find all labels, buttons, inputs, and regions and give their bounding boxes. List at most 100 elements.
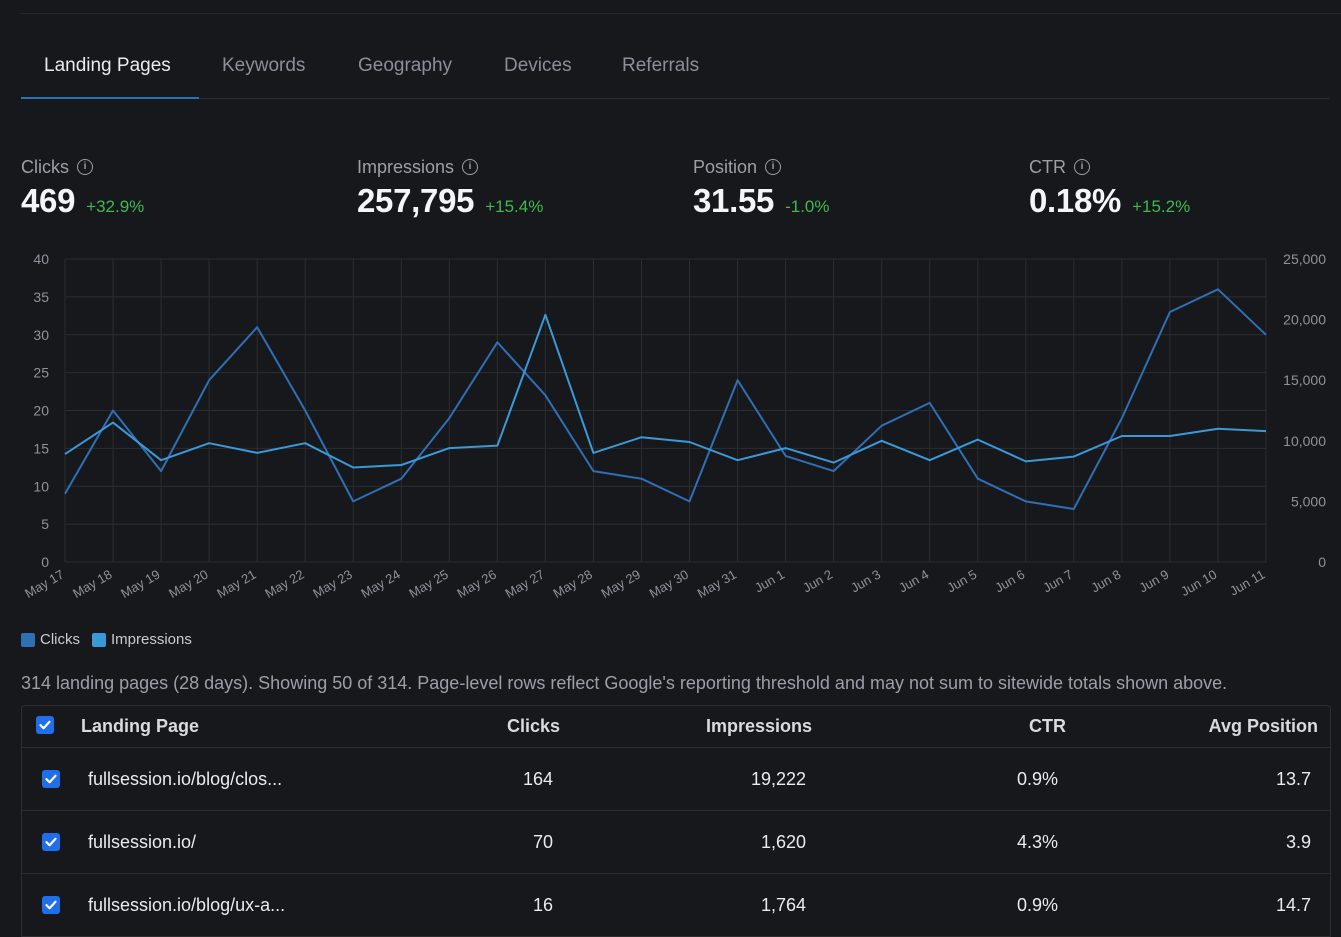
x-tick-label: May 30 bbox=[647, 567, 691, 601]
chart-svg: 0 5 10 15 20 25 30 35 40 0 5,000 10,000 15,000 20,000… bbox=[22, 251, 1326, 601]
cell-impressions: 1,764 bbox=[760, 895, 806, 915]
x-tick-label: May 18 bbox=[70, 567, 114, 601]
cell-ctr: 0.9% bbox=[1016, 769, 1058, 789]
checkmark-icon bbox=[45, 900, 57, 910]
cell-page[interactable]: fullsession.io/ bbox=[88, 832, 197, 852]
y-right-tick-label: 5,000 bbox=[1291, 493, 1326, 509]
y-left-tick-label: 10 bbox=[33, 478, 49, 494]
cell-clicks: 164 bbox=[522, 769, 553, 789]
x-tick-label: May 20 bbox=[166, 567, 210, 601]
metric-impressions: Impressions i 257,795 +15.4% bbox=[357, 154, 543, 220]
tab-keywords[interactable]: Keywords bbox=[222, 55, 306, 76]
x-tick-label: May 22 bbox=[262, 567, 306, 601]
column-header-impressions[interactable]: Impressions bbox=[705, 716, 812, 736]
info-icon[interactable]: i bbox=[1074, 159, 1090, 175]
x-tick-label: May 27 bbox=[502, 567, 546, 601]
x-tick-label: Jun 4 bbox=[896, 567, 931, 596]
x-tick-label: Jun 6 bbox=[992, 567, 1027, 596]
y-left-tick-label: 5 bbox=[41, 516, 49, 532]
x-tick-label: May 21 bbox=[214, 567, 258, 601]
x-tick-label: May 17 bbox=[22, 567, 66, 601]
checkmark-icon bbox=[45, 774, 57, 784]
y-left-tick-label: 0 bbox=[41, 554, 49, 570]
metric-label: Impressions bbox=[357, 156, 455, 177]
cell-clicks: 70 bbox=[532, 832, 553, 852]
cell-position: 3.9 bbox=[1285, 832, 1311, 852]
metric-label: Clicks bbox=[21, 156, 69, 177]
metric-value: 257,795 bbox=[357, 182, 475, 219]
series-line-impressions bbox=[64, 313, 1267, 469]
x-tick-label: Jun 7 bbox=[1040, 567, 1075, 596]
tab-devices[interactable]: Devices bbox=[504, 55, 572, 76]
chart-legend: Clicks Impressions bbox=[21, 631, 192, 648]
tab-referrals[interactable]: Referrals bbox=[622, 55, 700, 76]
cell-page[interactable]: fullsession.io/blog/clos... bbox=[88, 769, 283, 789]
cell-clicks: 16 bbox=[532, 895, 553, 915]
x-tick-label: May 19 bbox=[118, 567, 162, 601]
cell-position: 13.7 bbox=[1275, 769, 1311, 789]
info-icon[interactable]: i bbox=[77, 159, 93, 175]
y-left-tick-label: 35 bbox=[33, 289, 49, 305]
metric-delta: +32.9% bbox=[86, 197, 145, 216]
legend-label: Impressions bbox=[111, 631, 192, 648]
row-checkbox[interactable] bbox=[42, 896, 60, 914]
y-right-tick-label: 25,000 bbox=[1283, 251, 1326, 267]
tab-bar: Landing Pages Keywords Geography Devices… bbox=[21, 44, 1329, 99]
checkmark-icon bbox=[45, 837, 57, 847]
legend-label: Clicks bbox=[40, 631, 80, 648]
x-tick-label: Jun 5 bbox=[944, 567, 979, 596]
x-tick-label: Jun 9 bbox=[1136, 567, 1171, 596]
column-header-landing-page[interactable]: Landing Page bbox=[81, 716, 200, 736]
legend-swatch bbox=[92, 632, 106, 647]
table-row[interactable]: fullsession.io/ 70 1,620 4.3% 3.9 bbox=[22, 811, 1330, 874]
row-checkbox[interactable] bbox=[42, 833, 60, 851]
table-row[interactable]: fullsession.io/blog/ux-a... 16 1,764 0.9… bbox=[22, 874, 1330, 937]
tab-landing-pages[interactable]: Landing Pages bbox=[44, 55, 171, 76]
y-right-tick-label: 10,000 bbox=[1283, 433, 1326, 449]
cell-ctr: 0.9% bbox=[1016, 895, 1058, 915]
row-checkbox[interactable] bbox=[42, 770, 60, 788]
metric-ctr: CTR i 0.18% +15.2% bbox=[1029, 154, 1190, 220]
info-icon[interactable]: i bbox=[765, 159, 782, 175]
x-tick-label: Jun 2 bbox=[800, 567, 835, 596]
legend-swatch bbox=[21, 632, 35, 647]
cell-page[interactable]: fullsession.io/blog/ux-a... bbox=[88, 895, 286, 915]
table-header: Landing Page Clicks Impressions CTR Avg … bbox=[22, 706, 1330, 748]
metric-delta: -1.0% bbox=[785, 197, 830, 216]
metric-clicks: Clicks i 469 +32.9% bbox=[21, 154, 144, 220]
metric-delta: +15.4% bbox=[485, 197, 544, 216]
x-tick-label: Jun 8 bbox=[1088, 567, 1123, 596]
column-header-avg-position[interactable]: Avg Position bbox=[1208, 716, 1318, 736]
x-tick-label: May 26 bbox=[454, 567, 498, 601]
x-tick-label: May 23 bbox=[310, 567, 354, 601]
summary-text: 314 landing pages (28 days). Showing 50 … bbox=[21, 673, 1228, 693]
tab-geography[interactable]: Geography bbox=[358, 55, 453, 76]
metric-label: Position bbox=[693, 156, 758, 177]
checkmark-icon bbox=[39, 720, 51, 730]
x-tick-label: May 25 bbox=[406, 567, 450, 601]
legend-item-clicks[interactable]: Clicks bbox=[21, 631, 80, 648]
column-header-ctr[interactable]: CTR bbox=[1029, 716, 1066, 736]
x-tick-label: May 29 bbox=[599, 567, 643, 601]
info-icon[interactable]: i bbox=[462, 159, 479, 175]
top-divider bbox=[20, 13, 1341, 14]
cell-position: 14.7 bbox=[1275, 895, 1311, 915]
metric-value: 469 bbox=[21, 182, 76, 219]
y-left-tick-label: 20 bbox=[33, 403, 49, 419]
metric-value: 31.55 bbox=[693, 182, 775, 219]
legend-item-impressions[interactable]: Impressions bbox=[92, 631, 192, 648]
x-tick-label: Jun 11 bbox=[1227, 567, 1267, 599]
cell-impressions: 19,222 bbox=[750, 769, 806, 789]
x-tick-label: Jun 10 bbox=[1178, 567, 1219, 600]
metric-delta: +15.2% bbox=[1132, 197, 1191, 216]
metric-label: CTR bbox=[1029, 156, 1066, 177]
performance-chart: 0 5 10 15 20 25 30 35 40 0 5,000 10,000 15,000 20,000… bbox=[0, 246, 1341, 626]
x-tick-label: May 31 bbox=[695, 567, 739, 601]
y-left-tick-label: 40 bbox=[33, 251, 49, 267]
y-right-tick-label: 0 bbox=[1318, 554, 1326, 570]
metric-value: 0.18% bbox=[1029, 182, 1122, 219]
column-header-clicks[interactable]: Clicks bbox=[506, 716, 560, 736]
y-right-tick-label: 20,000 bbox=[1283, 312, 1326, 328]
table-row[interactable]: fullsession.io/blog/clos... 164 19,222 0… bbox=[22, 748, 1330, 811]
select-all-checkbox[interactable] bbox=[36, 716, 54, 734]
